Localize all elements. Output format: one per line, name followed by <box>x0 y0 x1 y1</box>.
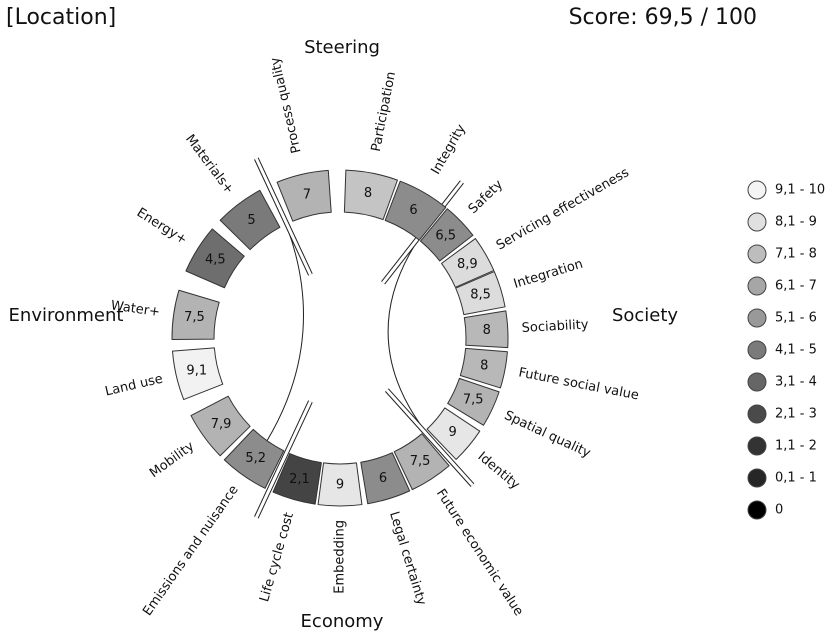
segment <box>459 347 508 389</box>
legend-label: 0 <box>775 503 783 518</box>
segment-value: 7,5 <box>410 454 431 469</box>
sector-name: Environment <box>9 305 124 326</box>
legend-swatch <box>747 180 767 200</box>
legend-label: 3,1 - 4 <box>775 375 817 390</box>
segment <box>172 347 224 401</box>
segment-value: 5 <box>247 213 255 228</box>
segment-label: Energy+ <box>134 205 190 248</box>
segment <box>276 169 332 222</box>
segment <box>441 238 495 288</box>
segment-value: 7 <box>303 187 311 202</box>
segment-label: Life cycle cost <box>257 511 297 604</box>
legend-label: 0,1 - 1 <box>775 471 817 486</box>
sector-name: Society <box>612 305 678 326</box>
segment-value: 8 <box>483 323 491 338</box>
segment-label: Emissions and nuisance <box>140 483 242 619</box>
legend-label: 7,1 - 8 <box>775 247 817 262</box>
legend-swatch <box>747 436 767 456</box>
segment-label: Integration <box>512 257 585 292</box>
segment-value: 9,1 <box>186 364 207 379</box>
segment-label: Embedding <box>333 520 348 594</box>
segment <box>455 271 506 316</box>
segment-value: 6 <box>379 471 387 486</box>
legend-swatch <box>747 468 767 488</box>
legend-swatch <box>747 372 767 392</box>
legend-swatch <box>747 308 767 328</box>
sector-name: Steering <box>304 37 380 58</box>
segment-label: Land use <box>104 372 165 400</box>
segment <box>317 462 363 507</box>
title: [Location] <box>6 5 116 30</box>
legend-swatch <box>747 212 767 232</box>
segment-label: Spatial quality <box>502 408 593 461</box>
segment-label: Process quality <box>268 55 305 154</box>
legend-label: 6,1 - 7 <box>775 279 817 294</box>
segment-value: 2,1 <box>289 472 310 487</box>
segment <box>393 433 450 491</box>
segment <box>185 228 245 289</box>
segment <box>419 208 474 262</box>
segment-value: 7,5 <box>463 393 484 408</box>
segment <box>426 407 481 460</box>
segment-label: Water+ <box>110 298 161 320</box>
legend-label: 8,1 - 9 <box>775 215 817 230</box>
legend-swatch <box>747 276 767 296</box>
segment-value: 4,5 <box>205 253 226 268</box>
segment-value: 6,5 <box>435 228 456 243</box>
divider <box>254 400 312 519</box>
segment-value: 8 <box>480 359 488 374</box>
segment-value: 9 <box>336 478 344 493</box>
segment-label: Future social value <box>517 365 640 403</box>
segment-value: 6 <box>409 203 417 218</box>
divider <box>254 157 312 276</box>
legend-swatch <box>747 244 767 264</box>
segment-label: Integrity <box>429 122 470 178</box>
segment <box>219 189 281 251</box>
segment-value: 8 <box>364 186 372 201</box>
legend-swatch <box>747 340 767 360</box>
legend-label: 4,1 - 5 <box>775 343 817 358</box>
segment-value: 8,9 <box>457 257 478 272</box>
segment <box>447 377 500 426</box>
legend-label: 9,1 - 10 <box>775 183 825 198</box>
segment <box>171 289 220 340</box>
segment-label: Legal certainty <box>386 510 429 608</box>
segment-label: Participation <box>369 70 399 153</box>
segment <box>343 169 398 221</box>
segment-label: Safety <box>466 177 507 217</box>
segment-value: 5,2 <box>245 451 266 466</box>
segment-label: Sociability <box>521 317 589 335</box>
segment-value: 7,5 <box>184 310 205 325</box>
segment <box>384 180 447 241</box>
segment <box>190 395 251 457</box>
segment <box>463 310 509 349</box>
segment-value: 7,9 <box>211 417 232 432</box>
segment <box>272 453 322 505</box>
segment-label: Materials+ <box>182 132 236 197</box>
segment-label: Servicing effectiveness <box>494 165 632 253</box>
segment <box>223 428 285 489</box>
legend-label: 5,1 - 6 <box>775 311 817 326</box>
segment <box>360 452 411 505</box>
score: Score: 69,5 / 100 <box>569 5 757 30</box>
legend-label: 1,1 - 2 <box>775 439 817 454</box>
segment-label: Mobility <box>147 439 197 481</box>
segment-label: Future economic value <box>433 487 526 619</box>
legend-swatch <box>747 404 767 424</box>
legend-swatch <box>747 500 767 520</box>
divider <box>385 389 474 487</box>
segment-value: 8,5 <box>470 288 491 303</box>
sector-name: Economy <box>301 611 384 632</box>
segment-label: Identity <box>475 449 523 493</box>
legend-label: 2,1 - 3 <box>775 407 817 422</box>
segment-value: 9 <box>448 425 456 440</box>
